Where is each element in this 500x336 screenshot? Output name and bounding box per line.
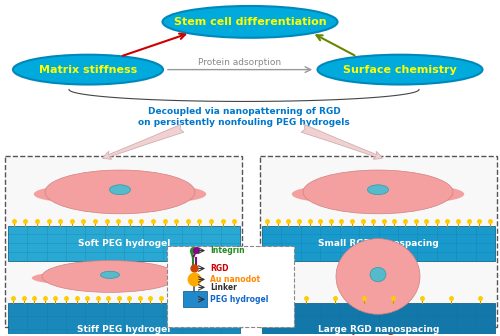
Ellipse shape: [127, 272, 188, 284]
Ellipse shape: [45, 170, 195, 214]
Text: Integrin: Integrin: [210, 246, 244, 255]
Ellipse shape: [139, 186, 206, 202]
FancyBboxPatch shape: [167, 246, 294, 327]
Ellipse shape: [292, 186, 359, 202]
Text: Small RGD nanospacing: Small RGD nanospacing: [318, 239, 439, 248]
Ellipse shape: [336, 239, 420, 314]
FancyBboxPatch shape: [260, 156, 497, 327]
Text: Surface chemistry: Surface chemistry: [343, 65, 457, 75]
Text: Large RGD nanospacing: Large RGD nanospacing: [318, 325, 439, 334]
Text: Protein adsorption: Protein adsorption: [198, 58, 281, 67]
Ellipse shape: [303, 170, 453, 214]
Text: Soft PEG hydrogel: Soft PEG hydrogel: [78, 239, 170, 248]
Text: Stem cell differentiation: Stem cell differentiation: [174, 17, 326, 27]
Ellipse shape: [100, 271, 119, 279]
Text: RGD: RGD: [210, 264, 229, 273]
Bar: [8, 303, 240, 336]
Ellipse shape: [397, 186, 464, 202]
Ellipse shape: [110, 185, 130, 195]
Ellipse shape: [370, 267, 386, 282]
Bar: [262, 226, 495, 260]
Ellipse shape: [368, 185, 388, 195]
Bar: [8, 226, 240, 260]
Ellipse shape: [34, 186, 101, 202]
Text: Matrix stiffness: Matrix stiffness: [39, 65, 137, 75]
Ellipse shape: [318, 55, 482, 85]
Text: Nanospacing effect?: Nanospacing effect?: [310, 322, 446, 335]
Bar: [262, 303, 495, 336]
Text: Decoupled via nanopatterning of RGD
on persistently nonfouling PEG hydrogels: Decoupled via nanopatterning of RGD on p…: [138, 108, 350, 127]
Bar: [183, 291, 207, 307]
Text: Stiffness effect?: Stiffness effect?: [66, 322, 174, 335]
Ellipse shape: [162, 6, 338, 38]
Ellipse shape: [32, 272, 93, 284]
Text: Stiff PEG hydrogel: Stiff PEG hydrogel: [78, 325, 170, 334]
Text: Linker: Linker: [210, 283, 237, 292]
FancyBboxPatch shape: [5, 156, 242, 327]
Ellipse shape: [13, 55, 163, 85]
Ellipse shape: [42, 260, 178, 292]
Text: PEG hydrogel: PEG hydrogel: [210, 295, 268, 304]
Text: Au nanodot: Au nanodot: [210, 275, 260, 284]
